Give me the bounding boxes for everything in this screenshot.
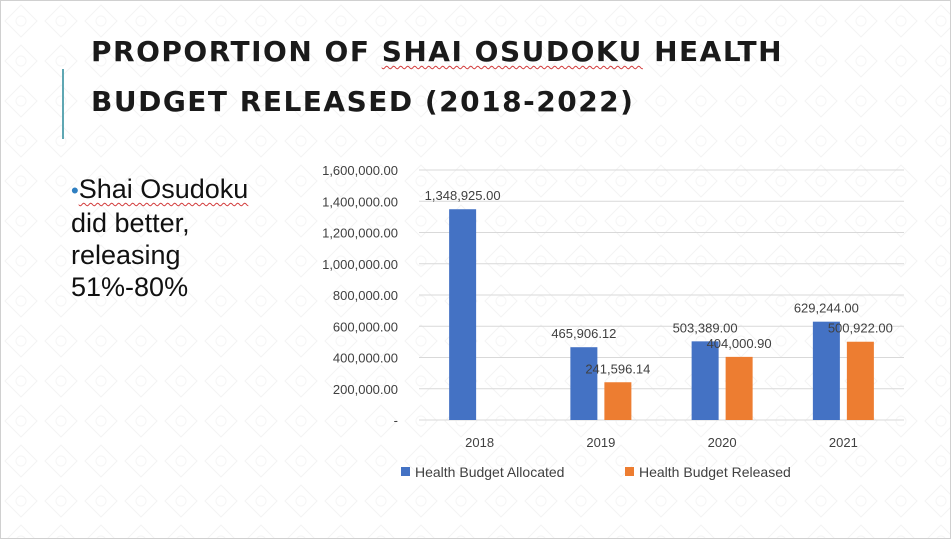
bar-released: [725, 356, 753, 420]
x-tick-label: 2018: [465, 435, 494, 450]
y-tick-label: 200,000.00: [333, 382, 398, 397]
y-tick-label: 1,200,000.00: [322, 226, 398, 241]
data-label: 503,389.00: [673, 320, 738, 335]
data-label: 629,244.00: [794, 301, 859, 316]
bar-released: [604, 382, 632, 420]
bullet-text-part1: Shai Osudoku: [78, 174, 249, 204]
bar-allocated: [812, 321, 840, 420]
bar-released: [846, 341, 874, 420]
legend-label: Health Budget Allocated: [415, 464, 564, 480]
y-tick-label: -: [394, 413, 398, 428]
data-label: 1,348,925.00: [425, 188, 501, 203]
y-tick-label: 800,000.00: [333, 288, 398, 303]
data-label: 404,000.90: [707, 336, 772, 351]
bullet-dot-icon: •: [71, 178, 79, 203]
y-tick-label: 600,000.00: [333, 319, 398, 334]
y-tick-label: 400,000.00: [333, 351, 398, 366]
x-tick-label: 2019: [586, 435, 615, 450]
x-tick-label: 2020: [708, 435, 737, 450]
legend-label: Health Budget Released: [639, 464, 791, 480]
x-tick-label: 2021: [829, 435, 858, 450]
bar-allocated: [570, 347, 598, 420]
data-label: 500,922.00: [828, 321, 893, 336]
title-part3: HEALTH BUDGET RELEASED (2018-2022): [91, 35, 784, 118]
accent-line: [62, 69, 64, 139]
bullet-item: •Shai Osudoku did better, releasing 51%-…: [71, 173, 281, 303]
title-part1: PROPORTION OF: [91, 35, 382, 68]
y-tick-label: 1,400,000.00: [322, 194, 398, 209]
data-label: 241,596.14: [585, 361, 650, 376]
title-part2: SHAI OSUDOKU: [381, 35, 643, 68]
y-tick-label: 1,000,000.00: [322, 257, 398, 272]
bar-allocated: [449, 209, 477, 420]
bullet-text-part2: did better, releasing 51%-80%: [71, 208, 190, 302]
legend-swatch: [401, 467, 410, 476]
data-label: 465,906.12: [551, 326, 616, 341]
y-tick-label: 1,600,000.00: [322, 163, 398, 178]
slide-title: PROPORTION OF SHAI OSUDOKU HEALTH BUDGET…: [91, 27, 911, 127]
bar-allocated: [691, 341, 719, 420]
legend-swatch: [625, 467, 634, 476]
